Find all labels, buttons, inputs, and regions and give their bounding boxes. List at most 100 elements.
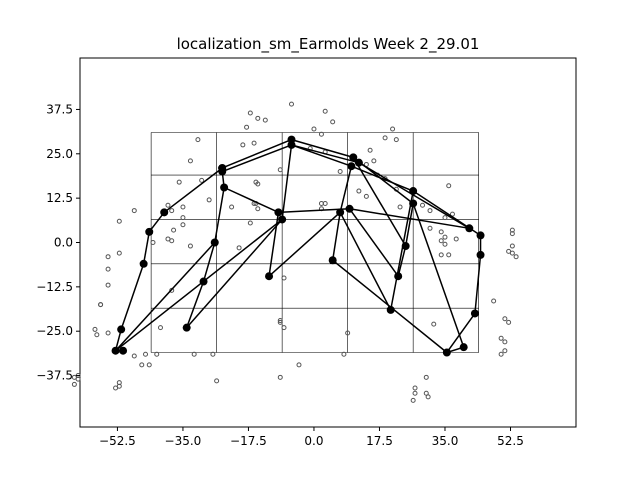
scatter-point — [513, 254, 519, 260]
x-axis-ticks: −52.5 −35.0 −17.5 0.0 17.5 35.0 52.5 — [99, 427, 524, 448]
connection-line — [352, 156, 407, 247]
scatter-point — [113, 385, 119, 391]
connection-line — [148, 211, 165, 233]
connection-line — [163, 167, 223, 213]
scatter-point — [446, 183, 452, 189]
main-point — [442, 348, 451, 357]
scatter-point — [509, 243, 515, 249]
scatter-point — [255, 206, 261, 212]
main-point — [119, 346, 128, 355]
connection-line — [412, 203, 465, 348]
connection-line — [214, 187, 225, 243]
scatter-point — [71, 381, 77, 387]
x-tick-label: 35.0 — [432, 434, 459, 448]
scatter-point — [345, 330, 351, 336]
connection-line — [339, 166, 353, 213]
y-tick-label: 25.0 — [46, 147, 73, 161]
x-tick-label: 17.5 — [366, 434, 393, 448]
main-point — [287, 140, 296, 149]
scatter-point — [289, 101, 295, 107]
scatter-point — [98, 302, 104, 308]
main-point — [386, 305, 395, 314]
scatter-point — [214, 378, 220, 384]
scatter-point — [427, 225, 433, 231]
y-tick-label: −25.0 — [36, 324, 73, 338]
main-point — [139, 259, 148, 268]
connection-line — [223, 186, 279, 214]
scatter-point — [412, 385, 418, 391]
scatter-point — [199, 177, 205, 183]
scatter-point — [442, 241, 448, 247]
connection-line — [339, 211, 392, 311]
main-point — [220, 183, 229, 192]
scatter-point — [180, 215, 186, 221]
scatter-point — [356, 188, 362, 194]
scatter-point — [255, 181, 261, 187]
y-tick-label: 0.0 — [54, 236, 73, 250]
main-point — [145, 227, 154, 236]
scatter-point — [105, 254, 111, 260]
main-point — [111, 346, 120, 355]
connection-line — [115, 218, 283, 352]
scatter-point — [420, 202, 426, 208]
scatter-point — [251, 140, 257, 146]
connection-line — [331, 212, 341, 261]
scatter-point — [255, 115, 261, 121]
scatter-point — [281, 325, 287, 331]
scatter-layer — [71, 101, 519, 403]
main-point — [476, 250, 485, 259]
connection-line — [268, 212, 280, 277]
scatter-point — [92, 326, 98, 332]
y-tick-label: 12.5 — [46, 191, 73, 205]
scatter-point — [438, 252, 444, 258]
scatter-point — [322, 108, 328, 114]
scatter-point — [262, 117, 268, 123]
connection-line — [281, 144, 293, 220]
scatter-point — [281, 275, 287, 281]
connection-line — [404, 203, 414, 247]
scatter-point — [498, 351, 504, 357]
scatter-point — [105, 330, 111, 336]
scatter-point — [165, 202, 171, 208]
scatter-point — [397, 204, 403, 210]
scatter-point — [509, 250, 515, 256]
main-point — [336, 208, 345, 217]
scatter-point — [187, 158, 193, 164]
main-point — [218, 167, 227, 176]
scatter-point — [105, 266, 111, 272]
scatter-point — [277, 374, 283, 380]
scatter-point — [247, 220, 253, 226]
scatter-point — [318, 131, 324, 137]
x-tick-label: 0.0 — [304, 434, 323, 448]
scatter-point — [322, 200, 328, 206]
chart-title: localization_sm_Earmolds Week 2_29.01 — [177, 35, 480, 54]
scatter-point — [337, 169, 343, 175]
connection-line — [358, 162, 470, 229]
connection-lines — [114, 138, 482, 354]
main-point — [199, 277, 208, 286]
plot-area — [71, 57, 577, 428]
scatter-point — [131, 208, 137, 214]
main-point — [465, 224, 474, 233]
x-tick-label: −52.5 — [99, 434, 136, 448]
scatter-point — [330, 119, 336, 125]
scatter-point — [116, 250, 122, 256]
scatter-point — [195, 137, 201, 143]
y-tick-label: −37.5 — [36, 369, 73, 383]
x-tick-label: −35.0 — [165, 434, 202, 448]
scatter-point — [150, 240, 156, 245]
scatter-point — [236, 245, 242, 251]
scatter-point — [371, 158, 377, 164]
connection-line — [268, 211, 341, 277]
scatter-point — [169, 208, 175, 214]
scatter-point — [240, 142, 246, 148]
scatter-point — [247, 110, 253, 116]
x-tick-label: 52.5 — [497, 434, 524, 448]
main-point — [182, 323, 191, 332]
scatter-point — [143, 351, 149, 357]
main-point — [401, 242, 410, 251]
x-tick-label: −17.5 — [230, 434, 267, 448]
scatter-point — [311, 126, 317, 132]
scatter-point — [498, 335, 504, 341]
